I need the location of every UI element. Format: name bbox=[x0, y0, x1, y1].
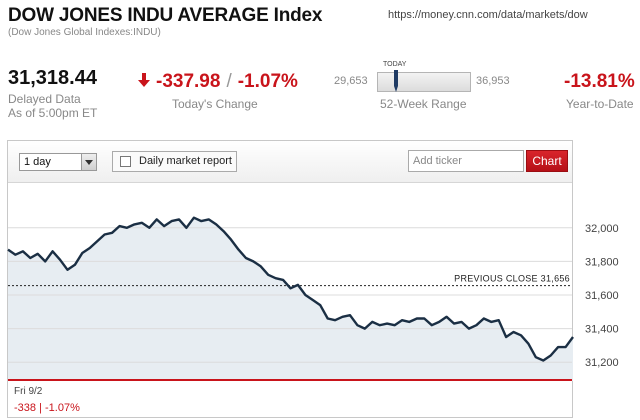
change-separator: / bbox=[226, 71, 232, 92]
down-arrow-icon bbox=[138, 71, 150, 93]
y-tick-label: 31,800 bbox=[585, 256, 619, 268]
range-select[interactable]: 1 day bbox=[19, 153, 97, 171]
chart-date: Fri 9/2 bbox=[14, 386, 43, 397]
y-tick-label: 32,000 bbox=[585, 223, 619, 235]
week52-today-label: TODAY bbox=[383, 61, 407, 68]
y-tick-label: 31,200 bbox=[585, 357, 619, 369]
chart-button[interactable]: Chart bbox=[526, 150, 568, 172]
index-subtitle: (Dow Jones Global Indexes:INDU) bbox=[8, 27, 161, 38]
ytd-label: Year-to-Date bbox=[566, 97, 634, 111]
as-of-time: As of 5:00pm ET bbox=[8, 106, 98, 120]
previous-close-label: PREVIOUS CLOSE 31,656 bbox=[454, 274, 570, 284]
intraday-chart: 31,200 31,400 31,600 31,800 32,000 PREVIOUS C… bbox=[7, 216, 619, 381]
chart-toolbar: 1 day Daily market report Chart bbox=[8, 141, 572, 183]
change-points: -337.98 bbox=[156, 71, 221, 92]
week52-range-bar bbox=[377, 72, 471, 92]
week52-high: 36,953 bbox=[476, 75, 510, 87]
page-title: DOW JONES INDU AVERAGE Index bbox=[8, 5, 323, 26]
week52-low: 29,653 bbox=[334, 75, 368, 87]
last-price: 31,318.44 bbox=[8, 67, 97, 89]
footer-change-points: -338 bbox=[14, 402, 37, 414]
chevron-down-icon[interactable] bbox=[81, 154, 96, 170]
page-url[interactable]: https://money.cnn.com/data/markets/dow bbox=[388, 9, 588, 21]
change-percent: -1.07% bbox=[237, 71, 298, 92]
price-area-fill bbox=[8, 217, 573, 381]
range-select-value: 1 day bbox=[24, 156, 51, 168]
add-ticker-input[interactable] bbox=[408, 150, 524, 172]
delayed-data-label: Delayed Data bbox=[8, 92, 81, 106]
ytd-change: -13.81% bbox=[564, 71, 635, 92]
chart-panel: 1 day Daily market report Chart 31,20031… bbox=[7, 140, 619, 418]
footer-change-percent: -1.07% bbox=[45, 402, 80, 414]
daily-report-label: Daily market report bbox=[139, 155, 232, 167]
footer-separator: | bbox=[39, 402, 42, 414]
chart-footer-change: -338 | -1.07% bbox=[14, 402, 80, 414]
todays-change-label: Today's Change bbox=[172, 97, 258, 111]
week52-marker-icon bbox=[394, 70, 398, 92]
y-tick-label: 31,600 bbox=[585, 290, 619, 302]
todays-change: -337.98 / -1.07% bbox=[138, 71, 298, 93]
daily-report-toggle[interactable]: Daily market report bbox=[112, 151, 237, 172]
week52-label: 52-Week Range bbox=[380, 97, 467, 111]
y-tick-label: 31,400 bbox=[585, 324, 619, 336]
daily-report-checkbox[interactable] bbox=[120, 156, 131, 167]
price-line bbox=[7, 216, 574, 362]
